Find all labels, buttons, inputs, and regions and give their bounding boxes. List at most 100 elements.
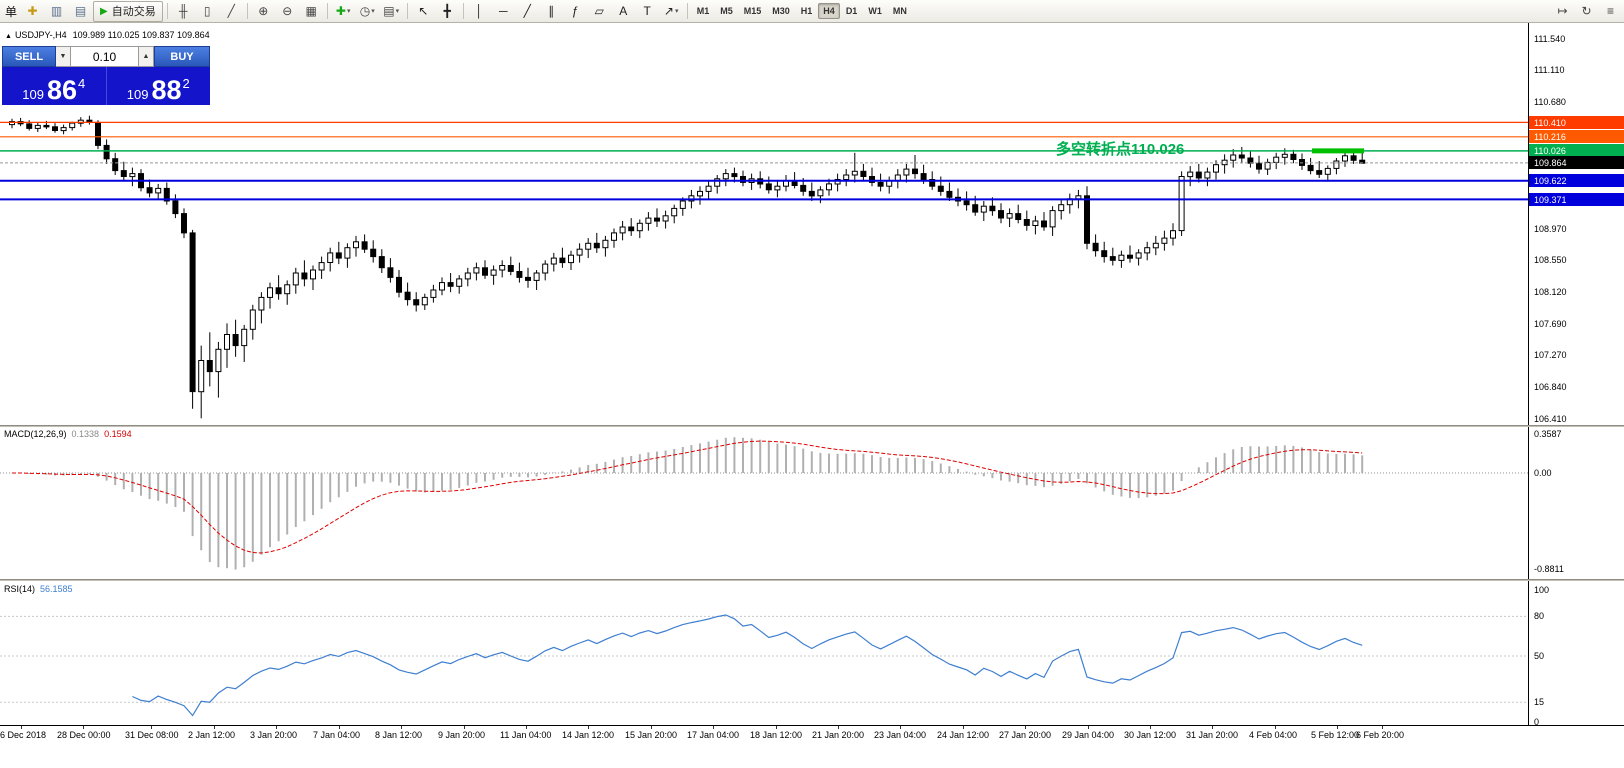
crosshair-icon[interactable]: ╋	[443, 4, 451, 18]
price-axis[interactable]: 111.540 111.110 110.680 108.970 108.550 108.1…	[1529, 23, 1624, 725]
templates-icon[interactable]: ▤ ▾	[383, 4, 400, 18]
one-click-trading-panel: SELL ▼ ▲ BUY 109 86 4 109 88 2	[2, 46, 210, 105]
rsi-splitter[interactable]	[0, 579, 1624, 581]
rsi-axis-label: 100	[1534, 585, 1550, 595]
sell-price-pip: 4	[78, 76, 86, 91]
time-axis-tick	[339, 726, 340, 729]
price-level-tag: 110.216	[1529, 130, 1624, 143]
zoom-in-icon[interactable]: ⊕	[258, 4, 269, 18]
text-label-icon[interactable]: T	[643, 4, 651, 18]
rsi-indicator-chart[interactable]	[0, 581, 1528, 725]
bar-chart-type-icon[interactable]: ╫	[178, 4, 188, 18]
time-axis-tick	[1150, 726, 1151, 729]
equidistant-channel-icon[interactable]: ∥	[548, 4, 555, 18]
toolbar-separator	[246, 3, 248, 19]
timeframe-m15-button[interactable]: M15	[743, 6, 762, 16]
timeframe-m30-button[interactable]: M30	[772, 6, 790, 16]
buy-price-big: 88	[151, 75, 182, 106]
autotrade-button[interactable]: ▶ 自动交易	[93, 0, 163, 22]
time-axis-tick	[1275, 726, 1276, 729]
new-order-icon[interactable]: ✚	[27, 4, 38, 18]
indicators-icon[interactable]: ✚ ▾	[335, 4, 351, 18]
chart-window-icon[interactable]: ▤	[74, 4, 87, 18]
fibonacci-icon[interactable]: ƒ	[571, 4, 579, 18]
time-axis-tick	[900, 726, 901, 729]
price-axis-label: 107.690	[1534, 319, 1567, 329]
current-price-tag: 109.864	[1529, 156, 1624, 169]
time-axis-tick	[464, 726, 465, 729]
macd-name: MACD(12,26,9)	[4, 429, 67, 439]
profiles-icon[interactable]: ▥	[50, 4, 63, 18]
sell-button[interactable]: SELL	[2, 46, 56, 67]
toolbar-separator	[462, 3, 464, 19]
macd-hist-value: 0.1338	[71, 429, 100, 439]
tile-windows-icon[interactable]: ▦	[305, 4, 317, 18]
cursor-icon[interactable]: ↖	[418, 4, 429, 18]
time-axis-label: 27 Jan 20:00	[999, 730, 1052, 740]
auto-scroll-icon[interactable]: ↻	[1581, 4, 1592, 18]
time-axis-tick	[401, 726, 402, 729]
horizontal-line-icon[interactable]: ─	[498, 4, 508, 18]
time-axis-label: 30 Jan 12:00	[1124, 730, 1177, 740]
main-price-chart[interactable]	[0, 23, 1528, 425]
buy-price-pip: 2	[182, 76, 190, 91]
time-axis-label: 6 Feb 20:00	[1356, 730, 1405, 740]
time-axis[interactable]: 26 Dec 2018 28 Dec 00:00 31 Dec 08:00 2 Jan…	[0, 726, 1528, 746]
candlestick-type-icon[interactable]: ▯	[203, 4, 211, 18]
time-axis-label: 21 Jan 20:00	[812, 730, 865, 740]
time-axis-tick	[276, 726, 277, 729]
sell-price-display[interactable]: 109 86 4	[2, 67, 106, 105]
zoom-out-icon[interactable]: ⊖	[282, 4, 293, 18]
toolbar-separator	[166, 3, 168, 19]
autotrade-play-icon: ▶	[100, 5, 108, 17]
timeframe-h4-button[interactable]: H4	[818, 3, 840, 19]
time-axis-label: 28 Dec 00:00	[57, 730, 111, 740]
time-axis-label: 2 Jan 12:00	[188, 730, 236, 740]
time-axis-tick	[1088, 726, 1089, 729]
window-menu-icon[interactable]: ≡	[1606, 4, 1614, 18]
buy-button[interactable]: BUY	[154, 46, 210, 67]
timeframe-w1-button[interactable]: W1	[868, 6, 882, 16]
text-icon[interactable]: A	[619, 4, 628, 18]
time-axis-tick	[83, 726, 84, 729]
timeframe-d1-button[interactable]: D1	[845, 6, 858, 16]
lot-increase-button[interactable]: ▲	[139, 46, 154, 67]
timeframe-mn-button[interactable]: MN	[892, 6, 907, 16]
price-level-tag: 109.622	[1529, 174, 1624, 187]
time-axis-tick	[1025, 726, 1026, 729]
macd-splitter[interactable]	[0, 425, 1624, 427]
time-axis-label: 24 Jan 12:00	[937, 730, 990, 740]
time-axis-label: 29 Jan 04:00	[1062, 730, 1115, 740]
rsi-axis-label: 15	[1534, 697, 1545, 707]
vertical-line-icon[interactable]: │	[475, 4, 483, 18]
rsi-name: RSI(14)	[4, 584, 36, 594]
collapse-icon[interactable]: ▲	[5, 33, 12, 40]
price-axis-label: 110.680	[1534, 97, 1566, 107]
timeframe-m1-button[interactable]: M1	[696, 6, 710, 16]
price-axis-label: 106.410	[1534, 414, 1567, 424]
time-axis-label: 11 Jan 04:00	[500, 730, 552, 740]
ohlc-values: 109.989 110.025 109.837 109.864	[72, 30, 210, 40]
price-level-tag: 109.371	[1529, 193, 1624, 206]
chart-shift-icon[interactable]: ↦	[1557, 4, 1568, 18]
order-menu-label[interactable]: 单	[5, 4, 18, 19]
periods-icon[interactable]: ◷ ▾	[359, 4, 375, 18]
lot-decrease-button[interactable]: ▼	[56, 46, 71, 67]
trendline-icon[interactable]: ╱	[523, 4, 531, 18]
price-axis-label: 108.550	[1534, 255, 1567, 265]
axis-divider	[1528, 23, 1529, 725]
macd-axis-label: 0.00	[1534, 468, 1552, 478]
timeframe-m5-button[interactable]: M5	[720, 6, 733, 16]
timeframe-h1-button[interactable]: H1	[800, 6, 813, 16]
time-axis-tick	[21, 726, 22, 729]
arrows-icon[interactable]: ↗ ▾	[663, 4, 679, 18]
rsi-label: RSI(14) 56.1585	[4, 584, 73, 594]
buy-price-display[interactable]: 109 88 2	[105, 67, 211, 106]
price-level-tag: 110.026	[1529, 144, 1624, 157]
macd-signal-value: 0.1594	[104, 429, 132, 439]
line-chart-type-icon[interactable]: ╱	[227, 4, 235, 18]
lot-size-input[interactable]	[71, 46, 139, 67]
rsi-axis-label: 80	[1534, 611, 1545, 621]
macd-indicator-chart[interactable]	[0, 427, 1528, 577]
shapes-icon[interactable]: ▱	[594, 4, 604, 18]
